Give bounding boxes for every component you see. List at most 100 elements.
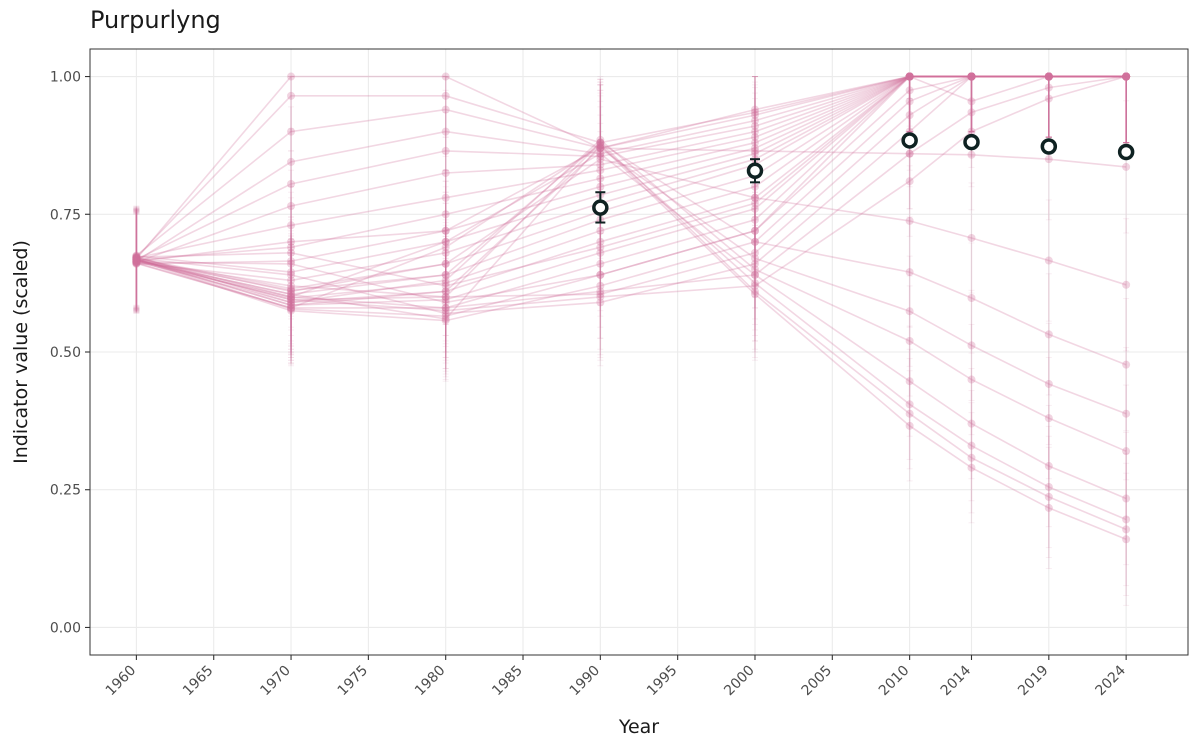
trajectory-point: [132, 255, 141, 264]
trajectory-point: [1044, 72, 1053, 81]
trajectory-line: [136, 141, 1127, 531]
trajectory-point: [596, 152, 605, 161]
trajectory-point: [132, 256, 141, 265]
trajectory-point: [596, 182, 605, 191]
trajectory-point: [596, 141, 605, 150]
y-tick-label: 0.75: [50, 207, 81, 223]
trajectory-line: [135, 75, 1127, 257]
trajectory-point: [750, 122, 759, 131]
trajectory-line: [136, 75, 1127, 299]
trajectory-point: [132, 254, 141, 263]
trajectory-point: [596, 270, 605, 279]
trajectory-point: [441, 259, 450, 268]
trajectory-point: [596, 149, 605, 158]
trajectory-point: [132, 258, 141, 267]
trajectory-point: [287, 157, 296, 166]
x-tick-label: 2010: [876, 663, 913, 700]
trajectory-line: [136, 75, 1127, 261]
trajectory-point: [1122, 72, 1131, 81]
trajectory-line: [136, 75, 1127, 304]
trajectory-line: [135, 75, 1127, 260]
trajectory-line: [136, 144, 1127, 521]
trajectory-point: [441, 146, 450, 155]
trajectory-point: [967, 72, 976, 81]
trajectory-point: [441, 91, 450, 100]
trajectory-point: [750, 259, 759, 268]
trajectory-line: [136, 138, 1127, 452]
trajectory-point: [905, 72, 914, 81]
trajectory-point: [750, 237, 759, 246]
trajectory-point: [132, 254, 141, 263]
trajectory-point: [441, 303, 450, 312]
trajectory-point: [967, 72, 976, 81]
trajectory-point: [967, 72, 976, 81]
trajectory-point: [596, 243, 605, 252]
trajectory-point: [596, 290, 605, 299]
trajectory-point: [1044, 94, 1053, 103]
trajectory-point: [441, 210, 450, 219]
trajectory-point: [132, 258, 141, 267]
trajectory-point: [132, 258, 141, 267]
trajectory-point: [905, 72, 914, 81]
x-tick-label: 1985: [489, 663, 526, 700]
trajectory-point: [287, 237, 296, 246]
gridlines: [90, 49, 1188, 655]
trajectory-point: [441, 127, 450, 136]
trajectory-line: [136, 75, 1127, 259]
trajectory-point: [967, 419, 976, 428]
trajectory-point: [132, 258, 141, 267]
trajectory-point: [441, 281, 450, 290]
trajectory-point: [287, 287, 296, 296]
trajectory-point: [750, 237, 759, 246]
trajectory-point: [596, 259, 605, 268]
trajectory-line: [136, 158, 1127, 293]
trajectory-point: [967, 72, 976, 81]
trajectory-point: [905, 72, 914, 81]
x-axis-title: Year: [618, 716, 659, 738]
mean-series: [592, 132, 1135, 224]
trajectory-point: [596, 298, 605, 307]
trajectory-line: [136, 147, 1127, 415]
trajectory-point: [905, 216, 914, 225]
trajectory-point: [441, 226, 450, 235]
trajectory-point: [905, 72, 914, 81]
trajectory-point: [596, 287, 605, 296]
trajectory-point: [1122, 72, 1131, 81]
trajectory-line: [136, 75, 1127, 312]
trajectory-point: [441, 72, 450, 81]
trajectory-point: [1044, 83, 1053, 92]
trajectory-point: [287, 179, 296, 188]
trajectory-point: [1044, 414, 1053, 423]
x-tick-label: 2024: [1092, 662, 1129, 699]
trajectory-point: [967, 453, 976, 462]
trajectory-point: [1122, 72, 1131, 81]
trajectory-point: [1122, 72, 1131, 81]
trajectory-point: [1044, 72, 1053, 81]
trajectory-point: [750, 193, 759, 202]
trajectory-point: [750, 127, 759, 136]
trajectory-point: [596, 155, 605, 164]
trajectory-point: [1122, 409, 1131, 418]
trajectory-point: [750, 105, 759, 114]
trajectory-point: [441, 105, 450, 114]
y-tick-label: 0.50: [50, 345, 81, 361]
y-tick-label: 0.00: [50, 620, 81, 636]
trajectory-point: [287, 301, 296, 310]
trajectory-point: [1044, 72, 1053, 81]
trajectory-point: [1122, 72, 1131, 81]
trajectory-point: [1044, 72, 1053, 81]
trajectory-line: [135, 75, 1127, 262]
trajectory-point: [441, 270, 450, 279]
x-tick-label: 2000: [721, 663, 758, 700]
trajectory-point: [596, 270, 605, 279]
trajectory-point: [441, 309, 450, 318]
trajectory-point: [441, 295, 450, 304]
trajectory-point: [287, 259, 296, 268]
trajectory-point: [905, 268, 914, 277]
trajectory-point: [132, 252, 141, 261]
trajectory-point: [750, 265, 759, 274]
trajectory-point: [1122, 72, 1131, 81]
trajectory-point: [1044, 72, 1053, 81]
trajectory-point: [905, 72, 914, 81]
trajectory-point: [750, 133, 759, 142]
